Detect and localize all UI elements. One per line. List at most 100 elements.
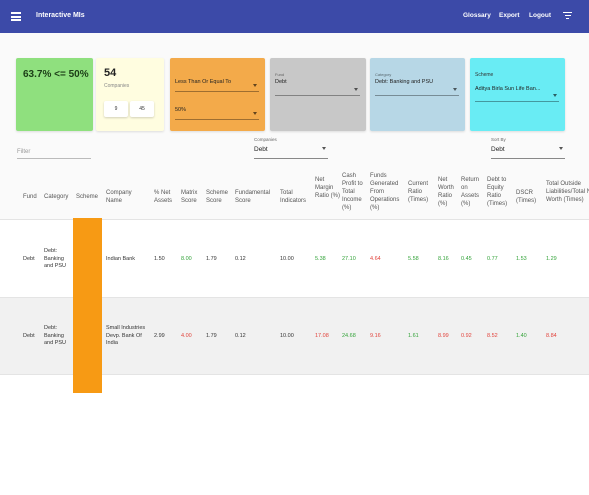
col-net-margin[interactable]: Net Margin Ratio (%) [315,177,341,199]
cell-cash-profit: 27.10 [342,256,356,262]
divider [0,297,589,298]
chevron-down-icon [354,88,358,91]
companies-count: 54 [104,67,117,79]
col-dscr[interactable]: DSCR (Times) [516,190,537,204]
category-label: Category [375,72,392,77]
col-company[interactable]: Company Name [106,190,132,204]
cell-dscr: 1.40 [516,333,527,339]
col-net-assets[interactable]: % Net Assets [154,190,173,204]
category-select[interactable]: Category Debt: Banking and PSU [375,72,459,96]
cell-net-worth: 8.99 [438,333,449,339]
sortby-select[interactable]: Sort By Debt [491,137,565,159]
cell-scheme-score: 1.79 [206,333,217,339]
condition-card: Less Than Or Equal To 50% [170,58,265,131]
cell-category: Debt: Banking and PSU [44,248,67,269]
companies-label: Companies [104,83,130,89]
filter-placeholder: Filter [17,149,31,155]
cell-fund: Debt [23,333,35,339]
cell-cash-profit: 24.68 [342,333,356,339]
cell-company: Small Industries Devp. Bank Of India [106,325,146,346]
cell-net-margin: 17.08 [315,333,329,339]
score-text: 63.7% <= 50% [23,69,89,80]
chevron-down-icon [453,88,457,91]
cell-indicators: 10.00 [280,256,294,262]
scheme-select[interactable]: Scheme Aditya Birla Sun Life Ban... [475,72,559,102]
scheme-value: Aditya Birla Sun Life Ban... [475,86,541,92]
cell-debt-equity: 0.77 [487,256,498,262]
cell-net-assets: 1.50 [154,256,165,262]
app-bar: Interactive MIs Glossary Export Logout [0,0,589,33]
range-min-input[interactable]: 9 [104,101,128,117]
col-fund[interactable]: Fund [23,194,37,200]
logout-link[interactable]: Logout [529,12,552,19]
cell-company: Indian Bank [106,256,136,262]
col-roa[interactable]: Return on Assets (%) [461,177,480,207]
cell-fund: Debt [23,256,35,262]
export-link[interactable]: Export [499,12,520,19]
chevron-down-icon [253,112,257,115]
companies-select-label: Companies [254,137,277,142]
cell-net-worth: 8.16 [438,256,449,262]
col-category[interactable]: Category [44,194,69,200]
threshold-value: 50% [175,107,187,113]
cell-indicators: 10.00 [280,333,294,339]
cell-roa: 0.92 [461,333,472,339]
cell-matrix: 8.00 [181,256,192,262]
glossary-link[interactable]: Glossary [463,12,491,19]
cell-fundamental: 0.12 [235,256,246,262]
cell-scheme-score: 1.79 [206,256,217,262]
col-matrix[interactable]: Matrix Score [181,190,198,204]
divider [0,374,589,375]
col-net-worth[interactable]: Net Worth Ratio (%) [438,177,454,207]
companies-select-value: Debt [254,146,268,153]
col-scheme[interactable]: Scheme [76,194,99,200]
chevron-down-icon [322,147,326,150]
cell-current-ratio: 1.61 [408,333,419,339]
cell-category: Debt: Banking and PSU [44,325,67,346]
operator-value: Less Than Or Equal To [175,79,232,85]
threshold-select[interactable]: 50% [175,100,259,120]
app-title: Interactive MIs [36,12,85,19]
category-card: Category Debt: Banking and PSU [370,58,465,131]
col-cash-profit[interactable]: Cash Profit to Total Income (%) [342,173,363,211]
companies-card: 54 Companies 9 45 [96,58,164,131]
sortby-label: Sort By [491,137,506,142]
col-tol-tnw[interactable]: Total Outside Liabilities/Total Net Wort… [546,181,589,203]
filter-icon[interactable] [563,12,572,20]
col-funds-generated[interactable]: Funds Generated From Operations (%) [370,173,400,211]
cell-net-margin: 5.38 [315,256,326,262]
range-max-input[interactable]: 45 [130,101,154,117]
scheme-card: Scheme Aditya Birla Sun Life Ban... [470,58,565,131]
cell-tol-tnw: 8.84 [546,333,557,339]
fund-select[interactable]: Fund Debt [275,72,360,96]
score-card: 63.7% <= 50% [16,58,93,131]
cell-roa: 0.45 [461,256,472,262]
col-fundamental[interactable]: Fundamental Score [235,190,271,204]
cell-debt-equity: 8.52 [487,333,498,339]
divider [0,219,589,220]
cell-tol-tnw: 1.29 [546,256,557,262]
filter-input[interactable]: Filter [17,145,91,159]
app-viewport: Interactive MIs Glossary Export Logout 6… [0,0,589,393]
cell-dscr: 1.53 [516,256,527,262]
chevron-down-icon [559,147,563,150]
companies-select[interactable]: Companies Debt [254,137,328,159]
col-scheme-score[interactable]: Scheme Score [206,190,229,204]
fund-label: Fund [275,72,285,77]
scheme-label: Scheme [475,72,494,78]
table-row[interactable] [0,374,589,393]
cell-matrix: 4.00 [181,333,192,339]
fund-card: Fund Debt [270,58,366,131]
sortby-value: Debt [491,146,505,153]
chevron-down-icon [253,84,257,87]
operator-select[interactable]: Less Than Or Equal To [175,72,259,92]
cell-net-assets: 2.99 [154,333,165,339]
col-current-ratio[interactable]: Current Ratio (Times) [408,181,429,203]
col-debt-equity[interactable]: Debt to Equity Ratio (Times) [487,177,508,207]
col-indicators[interactable]: Total Indicators [280,190,307,204]
category-value: Debt: Banking and PSU [375,79,434,85]
chevron-down-icon [553,94,557,97]
scheme-marker-bar [73,218,102,393]
menu-icon[interactable] [11,12,21,21]
cell-fundamental: 0.12 [235,333,246,339]
